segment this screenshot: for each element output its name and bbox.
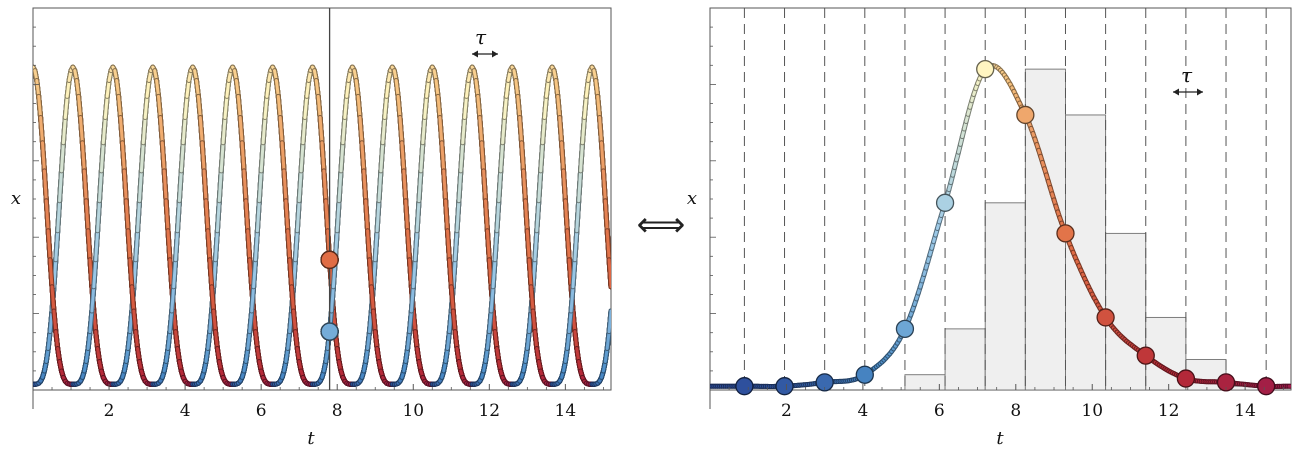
left-curves xyxy=(33,64,611,387)
left-chart: 2 4 6 8 10 12 14 τ t x xyxy=(11,7,612,449)
